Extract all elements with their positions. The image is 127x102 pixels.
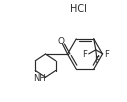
Text: F: F xyxy=(94,56,99,65)
Text: F: F xyxy=(104,50,109,59)
Text: F: F xyxy=(82,50,87,59)
Text: NH: NH xyxy=(33,74,46,83)
Text: HCl: HCl xyxy=(70,4,86,14)
Text: O: O xyxy=(57,37,64,45)
